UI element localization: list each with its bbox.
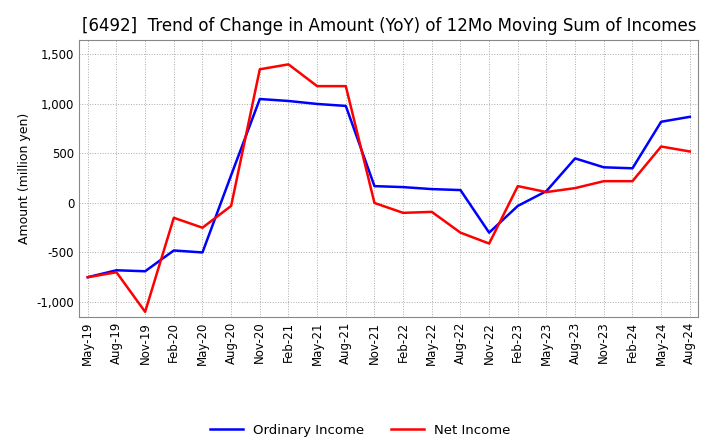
Net Income xyxy=(84,275,92,280)
Ordinary Income xyxy=(312,101,321,106)
Ordinary Income xyxy=(198,250,207,255)
Net Income xyxy=(256,66,264,72)
Net Income xyxy=(169,215,178,220)
Title: [6492]  Trend of Change in Amount (YoY) of 12Mo Moving Sum of Incomes: [6492] Trend of Change in Amount (YoY) o… xyxy=(81,17,696,35)
Ordinary Income xyxy=(485,230,493,235)
Ordinary Income xyxy=(112,268,121,273)
Legend: Ordinary Income, Net Income: Ordinary Income, Net Income xyxy=(204,418,516,440)
Ordinary Income xyxy=(256,96,264,102)
Net Income xyxy=(600,179,608,184)
Net Income xyxy=(685,149,694,154)
Ordinary Income xyxy=(628,165,636,171)
Net Income xyxy=(141,309,150,315)
Net Income xyxy=(198,225,207,231)
Net Income xyxy=(227,203,235,209)
Ordinary Income xyxy=(341,103,350,109)
Net Income xyxy=(284,62,293,67)
Net Income xyxy=(341,84,350,89)
Ordinary Income xyxy=(657,119,665,125)
Ordinary Income xyxy=(227,172,235,178)
Ordinary Income xyxy=(456,187,465,193)
Net Income xyxy=(657,144,665,149)
Line: Ordinary Income: Ordinary Income xyxy=(88,99,690,277)
Net Income xyxy=(312,84,321,89)
Ordinary Income xyxy=(284,98,293,103)
Net Income xyxy=(370,200,379,205)
Ordinary Income xyxy=(370,183,379,189)
Ordinary Income xyxy=(399,184,408,190)
Ordinary Income xyxy=(685,114,694,119)
Net Income xyxy=(628,179,636,184)
Y-axis label: Amount (million yen): Amount (million yen) xyxy=(18,113,31,244)
Net Income xyxy=(485,241,493,246)
Ordinary Income xyxy=(513,203,522,209)
Net Income xyxy=(456,230,465,235)
Net Income xyxy=(428,209,436,214)
Ordinary Income xyxy=(84,275,92,280)
Net Income xyxy=(513,183,522,189)
Net Income xyxy=(542,189,551,194)
Ordinary Income xyxy=(428,187,436,192)
Net Income xyxy=(112,270,121,275)
Net Income xyxy=(399,210,408,216)
Ordinary Income xyxy=(169,248,178,253)
Ordinary Income xyxy=(141,268,150,274)
Ordinary Income xyxy=(600,165,608,170)
Ordinary Income xyxy=(542,188,551,194)
Net Income xyxy=(571,186,580,191)
Ordinary Income xyxy=(571,156,580,161)
Line: Net Income: Net Income xyxy=(88,64,690,312)
